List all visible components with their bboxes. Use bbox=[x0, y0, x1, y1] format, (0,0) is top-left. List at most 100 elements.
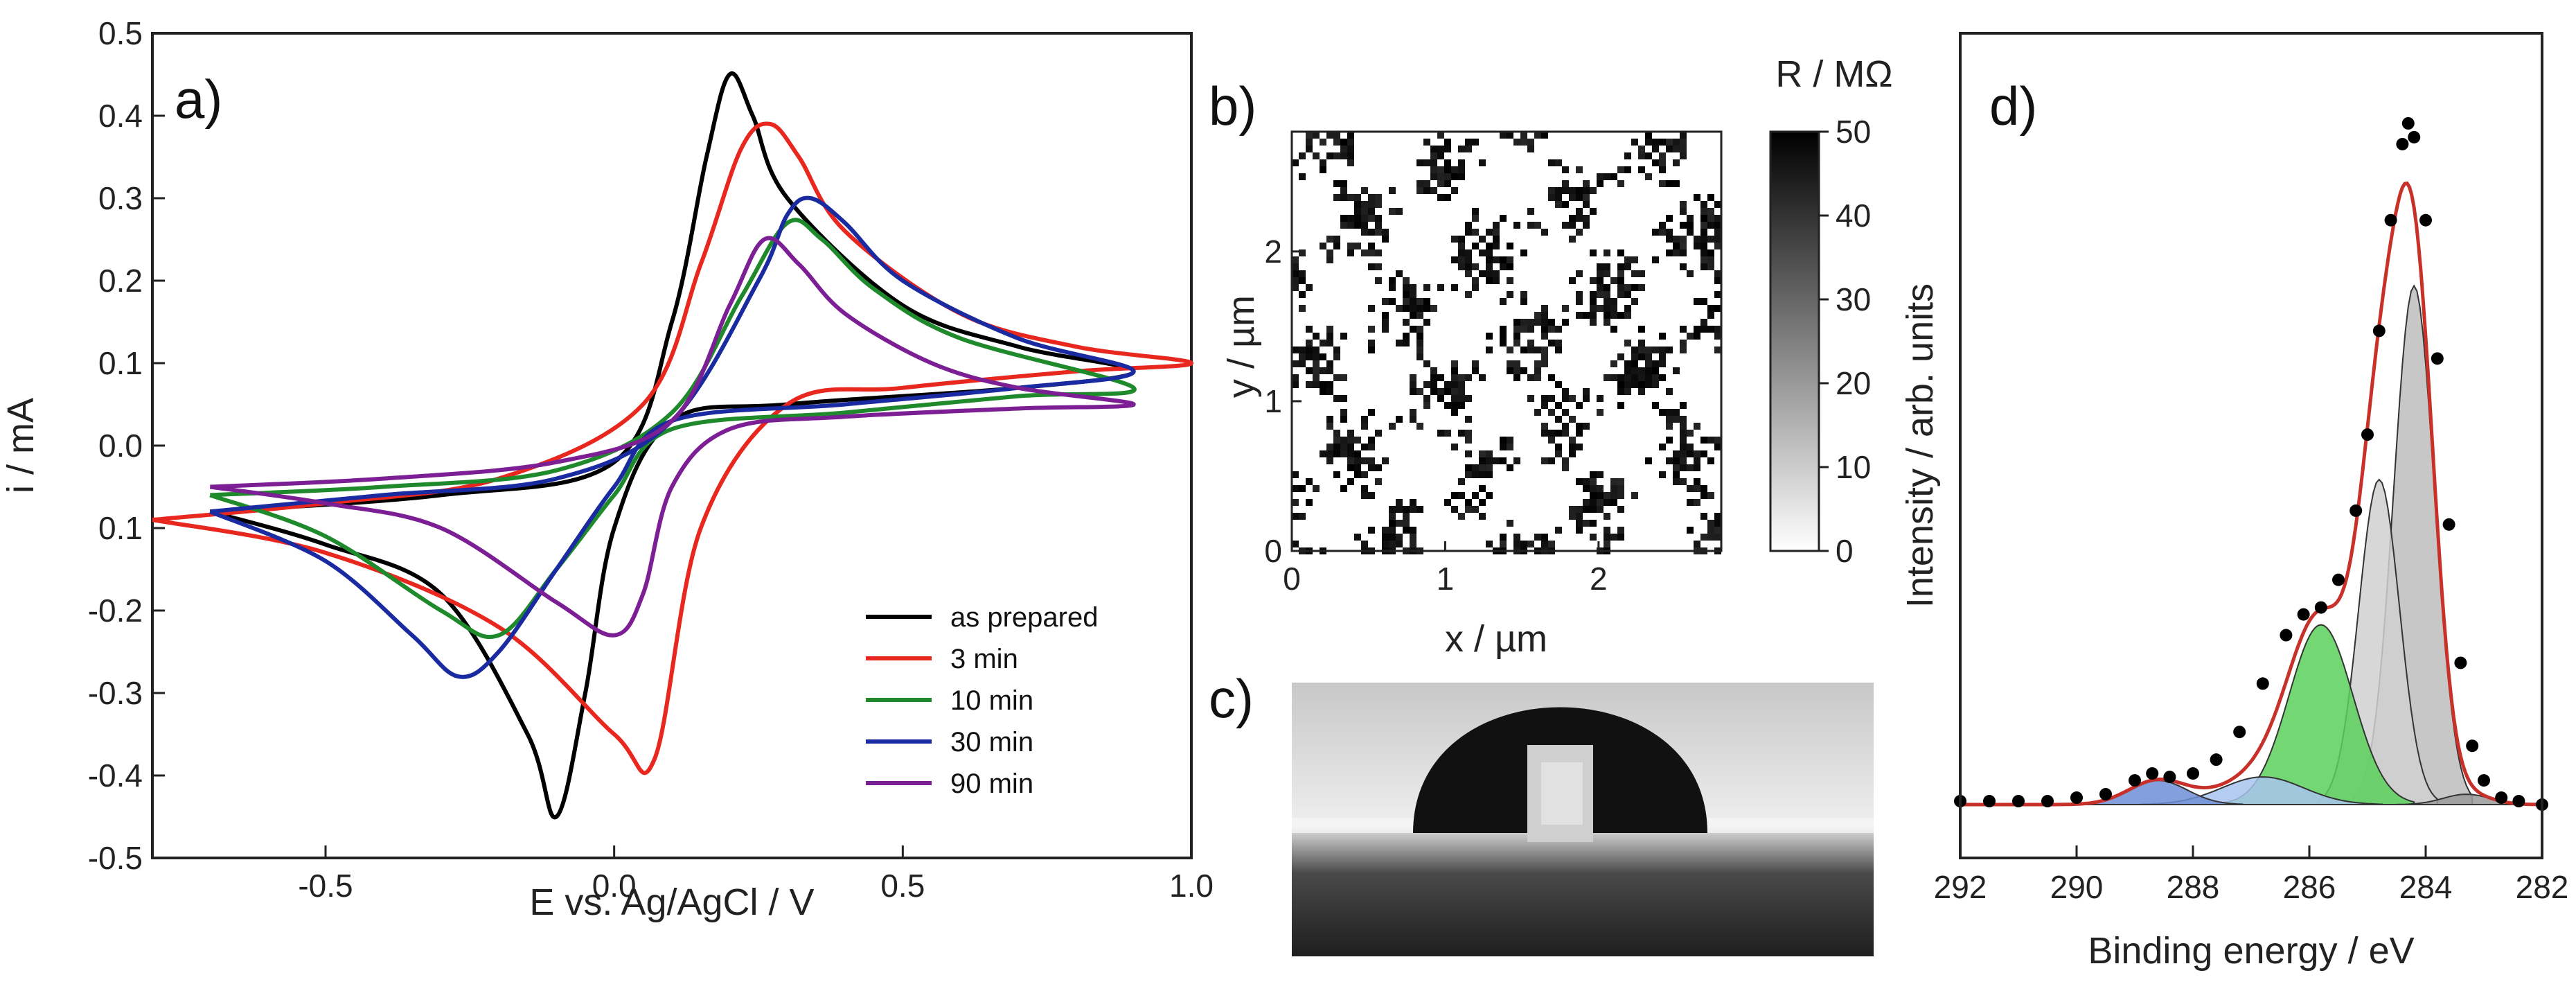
map-pixel bbox=[1541, 541, 1548, 547]
map-pixel bbox=[1389, 423, 1396, 430]
map-pixel bbox=[1368, 492, 1375, 499]
xps-data-point bbox=[2442, 518, 2455, 531]
map-pixel bbox=[1465, 374, 1472, 381]
map-pixel bbox=[1666, 437, 1673, 444]
map-pixel bbox=[1624, 166, 1631, 173]
map-pixel bbox=[1382, 312, 1389, 319]
panel-d-xtick-label: 290 bbox=[2050, 869, 2104, 905]
map-pixel bbox=[1617, 270, 1624, 277]
map-pixel bbox=[1410, 326, 1416, 333]
map-pixel bbox=[1326, 423, 1333, 430]
panel-a-ticks: -0.5 0.0 0.5 1.0 0.5 0.4 0.3 0.2 0.1 0.0 0.1 -0.2 -0… bbox=[88, 15, 1214, 904]
map-pixel bbox=[1604, 541, 1610, 547]
map-pixel bbox=[1472, 263, 1479, 270]
map-pixel bbox=[1493, 229, 1500, 236]
map-pixel bbox=[1659, 152, 1666, 159]
legend-entry: 3 min bbox=[950, 644, 1018, 674]
map-pixel bbox=[1513, 222, 1520, 229]
map-pixel bbox=[1486, 277, 1493, 284]
map-pixel bbox=[1604, 263, 1610, 270]
map-pixel bbox=[1714, 534, 1721, 541]
map-pixel bbox=[1320, 388, 1326, 395]
map-pixel bbox=[1410, 499, 1416, 506]
map-pixel bbox=[1299, 305, 1306, 312]
map-pixel bbox=[1555, 527, 1562, 534]
map-pixel bbox=[1507, 132, 1513, 139]
map-pixel bbox=[1368, 201, 1375, 208]
map-pixel bbox=[1347, 437, 1354, 444]
map-pixel bbox=[1527, 319, 1534, 326]
map-pixel bbox=[1389, 527, 1396, 534]
map-pixel bbox=[1541, 312, 1548, 319]
map-pixel bbox=[1306, 340, 1313, 347]
map-pixel bbox=[1368, 457, 1375, 464]
panel-a-xtick-label: 0.5 bbox=[880, 868, 925, 904]
map-pixel bbox=[1410, 534, 1416, 541]
map-pixel bbox=[1541, 395, 1548, 402]
map-pixel bbox=[1403, 506, 1410, 513]
map-pixel bbox=[1569, 395, 1576, 402]
panel-a-label: a) bbox=[175, 69, 222, 130]
map-pixel bbox=[1569, 416, 1576, 423]
map-pixel bbox=[1645, 347, 1652, 353]
map-pixel bbox=[1590, 277, 1597, 284]
panel-b-ticks: 0 1 2 0 1 2 bbox=[1264, 234, 1607, 597]
map-pixel bbox=[1465, 222, 1472, 229]
panel-d-xtick-label: 286 bbox=[2283, 869, 2336, 905]
map-pixel bbox=[1472, 367, 1479, 374]
map-pixel bbox=[1541, 423, 1548, 430]
map-pixel bbox=[1659, 229, 1666, 236]
map-pixel bbox=[1652, 374, 1659, 381]
map-pixel bbox=[1382, 527, 1389, 534]
map-pixel bbox=[1520, 326, 1527, 333]
map-pixel bbox=[1500, 444, 1507, 450]
panel-a-legend: as prepared 3 min 10 min 30 min 90 min bbox=[866, 602, 1098, 799]
map-pixel bbox=[1687, 430, 1694, 437]
map-pixel bbox=[1680, 263, 1687, 270]
map-pixel bbox=[1451, 360, 1458, 367]
map-pixel bbox=[1493, 236, 1500, 243]
map-pixel bbox=[1313, 152, 1320, 159]
map-pixel bbox=[1624, 367, 1631, 374]
map-pixel bbox=[1590, 187, 1597, 194]
map-pixel bbox=[1375, 464, 1382, 471]
map-pixel bbox=[1368, 444, 1375, 450]
map-pixel bbox=[1361, 444, 1368, 450]
map-pixel bbox=[1527, 222, 1534, 229]
map-pixel bbox=[1340, 152, 1347, 159]
map-pixel bbox=[1569, 187, 1576, 194]
map-pixel bbox=[1479, 464, 1486, 471]
map-pixel bbox=[1299, 249, 1306, 256]
xps-data-point bbox=[2012, 795, 2025, 808]
map-pixel bbox=[1500, 256, 1507, 263]
map-pixel bbox=[1437, 284, 1444, 291]
map-pixel bbox=[1479, 270, 1486, 277]
map-pixel bbox=[1714, 229, 1721, 236]
map-pixel bbox=[1673, 243, 1680, 249]
map-pixel bbox=[1638, 374, 1645, 381]
map-pixel bbox=[1340, 395, 1347, 402]
map-pixel bbox=[1583, 478, 1590, 485]
map-pixel bbox=[1617, 180, 1624, 187]
map-pixel bbox=[1430, 388, 1437, 395]
map-pixel bbox=[1507, 367, 1513, 374]
map-pixel bbox=[1326, 256, 1333, 263]
map-pixel bbox=[1624, 291, 1631, 298]
map-pixel bbox=[1507, 291, 1513, 298]
map-pixel bbox=[1430, 374, 1437, 381]
xps-data-point bbox=[2187, 767, 2199, 780]
map-pixel bbox=[1507, 444, 1513, 450]
map-pixel bbox=[1583, 499, 1590, 506]
map-pixel bbox=[1624, 388, 1631, 395]
map-pixel bbox=[1465, 249, 1472, 256]
map-pixel bbox=[1617, 402, 1624, 409]
map-pixel bbox=[1444, 194, 1451, 201]
map-pixel bbox=[1410, 416, 1416, 423]
map-pixel bbox=[1652, 139, 1659, 146]
map-pixel bbox=[1416, 298, 1423, 305]
map-pixel bbox=[1472, 243, 1479, 249]
map-pixel bbox=[1423, 284, 1430, 291]
map-pixel bbox=[1292, 263, 1299, 270]
map-pixel bbox=[1451, 374, 1458, 381]
